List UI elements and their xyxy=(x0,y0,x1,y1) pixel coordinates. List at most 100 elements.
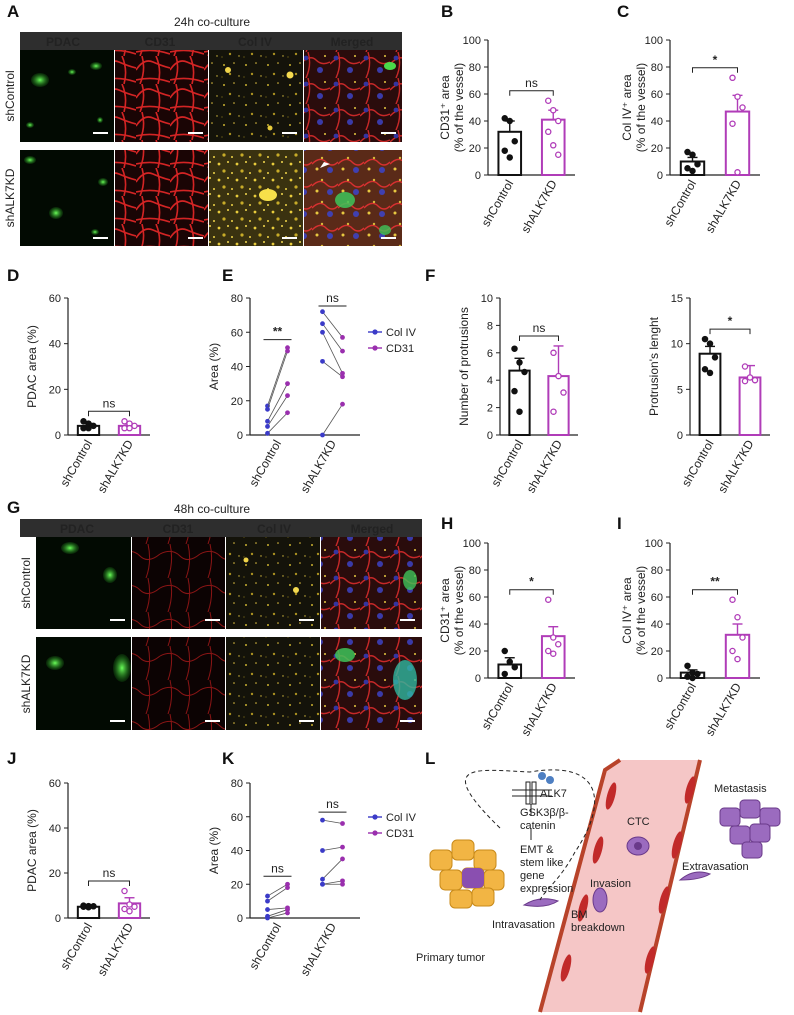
data-point-colIV xyxy=(265,418,270,424)
data-point xyxy=(701,365,709,373)
pair-line xyxy=(322,361,343,378)
legend-label: Col IV xyxy=(386,327,417,339)
sig-bracket xyxy=(709,328,751,335)
data-point xyxy=(550,634,557,641)
y-tick-label: 40 xyxy=(49,823,61,835)
data-point xyxy=(739,104,746,111)
y-tick-label: 100 xyxy=(645,35,663,47)
data-point xyxy=(545,647,552,655)
chart-K: 0 20 40 60 80 Area (%) shControl shALK7KD ns ns Co… xyxy=(207,778,417,978)
y-tick-label: 60 xyxy=(49,778,61,790)
pair-line xyxy=(267,907,288,910)
panel-g-header-cd31: CD31 xyxy=(163,522,194,536)
label-catenin: catenin xyxy=(520,820,555,832)
legend-label: Col IV xyxy=(386,812,417,824)
data-point xyxy=(121,887,128,895)
x-tick-label: shControl xyxy=(246,438,284,489)
label-gsk3: GSK3β/β- xyxy=(520,807,569,819)
data-point-colIV xyxy=(265,893,270,899)
pair-line xyxy=(322,858,343,880)
chart-J: 0 20 40 60 PDAC area (%) shControl shALK7KD ns xyxy=(25,778,150,978)
data-point xyxy=(85,424,92,432)
panel-g-row-label-shalk7kd: shALK7KD xyxy=(19,654,33,713)
data-point xyxy=(550,142,557,149)
panel-a-title: 24h co-culture xyxy=(174,15,250,29)
legend-label: CD31 xyxy=(386,343,414,355)
legend-marker xyxy=(372,329,378,335)
panel-letter-e: E xyxy=(222,266,233,285)
panel-letter-h: H xyxy=(441,514,453,533)
y-tick-label: 20 xyxy=(231,879,243,891)
data-point xyxy=(684,662,691,670)
data-point xyxy=(90,422,97,430)
panel-g-header-colIV: Col IV xyxy=(257,522,291,536)
pair-line xyxy=(267,883,288,897)
data-point xyxy=(511,345,518,352)
y-tick-label: 80 xyxy=(651,565,663,577)
data-point xyxy=(85,903,92,911)
data-point-cd31 xyxy=(285,410,290,416)
label-invasion: Invasion xyxy=(590,878,631,890)
panel-a-header-colIV: Col IV xyxy=(238,35,272,49)
panel-letter-j: J xyxy=(7,749,16,768)
y-tick-label: 20 xyxy=(49,868,61,880)
bar xyxy=(724,110,751,177)
data-point xyxy=(684,164,691,172)
data-point-colIV xyxy=(265,424,270,429)
data-point-cd31 xyxy=(340,334,345,340)
x-tick-label: shALK7KD xyxy=(703,680,745,738)
sig-bracket xyxy=(509,90,554,96)
micrograph-a2-cd31 xyxy=(115,150,208,246)
y-tick-label: 0 xyxy=(657,673,663,685)
y-tick-label: 20 xyxy=(49,384,61,396)
data-point xyxy=(511,387,518,395)
panel-a-header-bar xyxy=(20,32,402,50)
x-tick-label: shALK7KD xyxy=(715,437,757,495)
y-tick-label: 40 xyxy=(469,116,481,128)
y-tick-label: 40 xyxy=(469,619,481,631)
data-point xyxy=(550,106,557,114)
data-point xyxy=(506,117,513,125)
chart-H: 0 20 40 60 80 100 CD31⁺ area (% of the vessel) s… xyxy=(438,538,575,738)
y-tick-label: 80 xyxy=(231,778,243,790)
pair-line xyxy=(267,347,288,407)
label-emt: EMT & xyxy=(520,844,554,856)
data-point-cd31 xyxy=(340,348,345,354)
micrograph-g2-pdac xyxy=(36,637,131,730)
y-tick-label: 60 xyxy=(231,327,243,339)
data-point xyxy=(90,903,97,910)
sig-label: ns xyxy=(103,866,116,880)
pair-line xyxy=(267,395,288,427)
panel-g-header-merged: Merged xyxy=(351,522,394,536)
panel-a-header-cd31: CD31 xyxy=(145,35,176,49)
data-point xyxy=(545,596,552,603)
panel-g-row-label-shcontrol: shControl xyxy=(19,557,33,608)
panel-a-row-label-shcontrol: shControl xyxy=(3,70,17,121)
data-point xyxy=(545,128,552,136)
label-primary-tumor: Primary tumor xyxy=(416,952,485,964)
legend-marker xyxy=(372,345,378,351)
y-tick-label: 0 xyxy=(237,913,243,925)
data-point xyxy=(694,670,701,678)
chart-F1: 0 2 4 6 8 10 Number of protrusions shControlshA… xyxy=(457,293,578,495)
data-point xyxy=(511,137,519,145)
data-point-cd31 xyxy=(285,348,290,354)
data-point xyxy=(741,377,749,385)
legend-marker xyxy=(372,830,378,836)
x-tick-label: shControl xyxy=(479,681,517,732)
label-ctc: CTC xyxy=(627,816,650,828)
bar xyxy=(738,376,762,436)
data-point-colIV xyxy=(265,430,270,436)
sig-bracket xyxy=(88,880,130,886)
data-point xyxy=(555,117,562,125)
data-point xyxy=(126,908,133,915)
x-tick-label: shControl xyxy=(57,438,95,489)
y-tick-label: 15 xyxy=(671,293,683,305)
label-intravasation: Intravasation xyxy=(492,919,555,931)
data-point xyxy=(734,93,741,100)
bar xyxy=(508,369,531,436)
data-point xyxy=(694,160,701,168)
y-tick-label: 100 xyxy=(463,538,481,550)
sig-bracket xyxy=(519,335,559,341)
